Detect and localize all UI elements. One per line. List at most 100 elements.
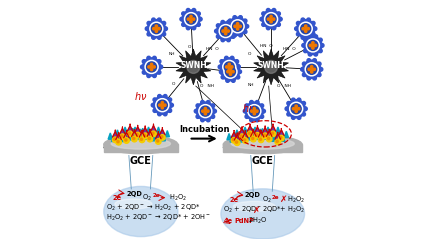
Polygon shape — [284, 131, 288, 137]
Circle shape — [236, 28, 239, 30]
Polygon shape — [118, 133, 122, 139]
Polygon shape — [148, 129, 152, 135]
Polygon shape — [262, 132, 267, 138]
Circle shape — [194, 109, 198, 113]
Text: $h\nu$: $h\nu$ — [134, 90, 148, 102]
Text: ✗: ✗ — [253, 206, 260, 215]
Circle shape — [162, 32, 166, 36]
Circle shape — [157, 18, 161, 22]
Polygon shape — [238, 134, 243, 140]
Circle shape — [127, 131, 133, 137]
Circle shape — [307, 76, 311, 80]
Polygon shape — [254, 133, 258, 139]
Circle shape — [312, 32, 315, 36]
Polygon shape — [255, 127, 260, 135]
Circle shape — [150, 22, 163, 35]
Polygon shape — [227, 133, 231, 140]
Polygon shape — [125, 130, 129, 136]
Circle shape — [304, 49, 307, 53]
Circle shape — [250, 136, 256, 142]
Circle shape — [153, 96, 171, 114]
Circle shape — [161, 107, 163, 109]
Circle shape — [245, 24, 249, 28]
Circle shape — [211, 115, 215, 118]
Circle shape — [307, 64, 317, 74]
Circle shape — [295, 27, 298, 31]
Circle shape — [301, 18, 305, 22]
Circle shape — [153, 98, 156, 102]
Circle shape — [307, 18, 310, 22]
Polygon shape — [111, 135, 116, 141]
Circle shape — [196, 104, 200, 108]
Circle shape — [262, 23, 265, 26]
FancyBboxPatch shape — [223, 144, 302, 152]
Circle shape — [255, 101, 259, 104]
Polygon shape — [239, 129, 244, 136]
Circle shape — [145, 60, 158, 73]
Polygon shape — [142, 128, 148, 135]
Circle shape — [161, 104, 163, 106]
Circle shape — [153, 66, 155, 68]
Circle shape — [125, 139, 127, 141]
Circle shape — [232, 21, 243, 31]
Circle shape — [319, 38, 322, 42]
Circle shape — [235, 60, 239, 63]
Circle shape — [206, 101, 210, 104]
Circle shape — [235, 141, 238, 143]
Circle shape — [156, 140, 159, 142]
Circle shape — [192, 18, 195, 20]
Circle shape — [285, 107, 289, 111]
Circle shape — [301, 24, 311, 34]
Circle shape — [287, 102, 291, 105]
Circle shape — [225, 30, 227, 32]
Circle shape — [143, 134, 146, 136]
Polygon shape — [274, 131, 278, 137]
Circle shape — [230, 74, 234, 77]
Polygon shape — [268, 129, 272, 135]
FancyBboxPatch shape — [104, 144, 178, 152]
Circle shape — [291, 104, 301, 114]
Circle shape — [153, 109, 156, 112]
Circle shape — [197, 23, 200, 26]
Circle shape — [216, 35, 220, 38]
Circle shape — [311, 65, 313, 68]
Circle shape — [305, 63, 318, 76]
Polygon shape — [240, 136, 244, 142]
Circle shape — [302, 43, 305, 47]
Polygon shape — [230, 136, 234, 142]
Circle shape — [262, 109, 265, 113]
Circle shape — [270, 131, 276, 137]
Circle shape — [158, 112, 161, 116]
Circle shape — [222, 30, 224, 32]
Circle shape — [227, 21, 230, 24]
Circle shape — [260, 104, 264, 108]
Polygon shape — [128, 126, 132, 133]
Text: NH: NH — [247, 83, 254, 87]
Polygon shape — [116, 134, 121, 141]
Polygon shape — [165, 130, 170, 137]
Circle shape — [247, 131, 253, 137]
Circle shape — [142, 133, 148, 139]
Circle shape — [190, 18, 192, 20]
Circle shape — [186, 9, 190, 12]
Circle shape — [243, 138, 248, 143]
Circle shape — [168, 98, 172, 102]
Circle shape — [216, 24, 220, 27]
Circle shape — [232, 71, 234, 73]
Circle shape — [225, 56, 228, 60]
Circle shape — [253, 110, 256, 112]
Circle shape — [234, 25, 236, 27]
Polygon shape — [245, 130, 249, 136]
Circle shape — [190, 21, 192, 23]
Text: O: O — [188, 45, 191, 49]
Circle shape — [226, 79, 229, 82]
Circle shape — [306, 39, 319, 52]
Circle shape — [153, 27, 155, 30]
Circle shape — [313, 59, 316, 62]
Circle shape — [221, 21, 225, 24]
Circle shape — [221, 65, 225, 68]
Polygon shape — [176, 49, 211, 85]
Circle shape — [262, 133, 268, 139]
Ellipse shape — [104, 144, 178, 151]
Circle shape — [277, 23, 281, 26]
